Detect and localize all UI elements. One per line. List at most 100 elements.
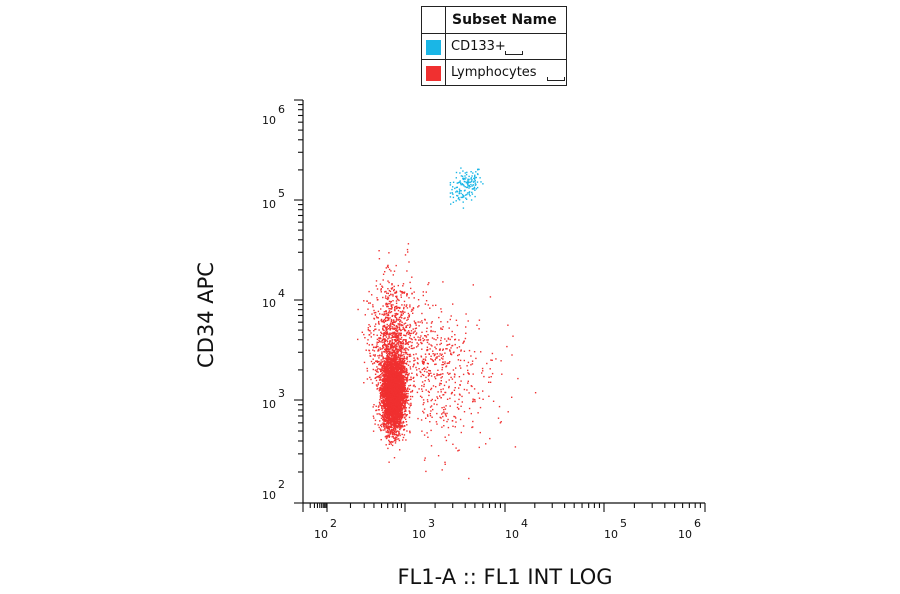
lymphocyte-event-point: [384, 368, 386, 370]
lymphocyte-event-point: [441, 407, 443, 409]
cd133-event-point: [473, 188, 475, 190]
lymphocyte-event-point: [380, 393, 382, 396]
lymphocyte-event-point: [386, 361, 388, 363]
lymphocyte-event-point: [453, 389, 456, 391]
lymphocyte-event-point: [392, 295, 394, 297]
lymphocyte-event-point: [444, 414, 447, 416]
lymphocyte-event-point: [480, 351, 482, 353]
lymphocyte-event-point: [421, 373, 424, 376]
lymphocyte-event-point: [397, 366, 399, 368]
lymphocyte-event-point: [436, 412, 438, 415]
lymphocyte-event-point: [381, 375, 383, 377]
lymphocyte-event-point: [391, 283, 393, 285]
lymphocyte-event-point: [400, 366, 402, 368]
lymphocyte-event-point: [420, 356, 423, 358]
lymphocyte-event-point: [380, 363, 382, 365]
cd133-event-point: [474, 184, 477, 186]
lymphocyte-event-point: [430, 405, 433, 407]
lymphocyte-event-point: [421, 312, 423, 315]
lymphocyte-event-point: [387, 430, 389, 432]
lymphocyte-event-point: [425, 389, 427, 391]
lymphocyte-event-point: [385, 431, 387, 433]
lymphocyte-event-point: [382, 395, 384, 397]
lymphocyte-event-point: [418, 368, 420, 370]
lymphocyte-event-point: [392, 413, 395, 415]
lymphocyte-event-point: [384, 291, 386, 293]
cd133-event-point: [471, 175, 473, 177]
lymphocyte-event-point: [387, 356, 390, 359]
lymphocyte-event-point: [396, 419, 399, 421]
lymphocyte-event-point: [427, 348, 429, 351]
lymphocyte-event-point: [423, 383, 425, 386]
lymphocyte-event-point: [399, 311, 402, 313]
lymphocyte-event-point: [387, 314, 390, 317]
lymphocyte-event-point: [435, 421, 438, 423]
lymphocyte-event-point: [388, 348, 390, 350]
lymphocyte-event-point: [382, 371, 385, 373]
lymphocyte-event-point: [410, 347, 413, 350]
lymphocyte-event-point: [404, 370, 406, 372]
lymphocyte-event-point: [397, 423, 399, 425]
lymphocyte-event-point: [490, 376, 492, 378]
lymphocyte-event-point: [454, 339, 456, 341]
lymphocyte-event-point: [416, 342, 418, 344]
lymphocyte-event-point: [363, 333, 365, 336]
lymphocyte-event-point: [434, 331, 436, 333]
lymphocyte-event-point: [405, 340, 407, 343]
lymphocyte-event-point: [397, 355, 400, 357]
lymphocyte-event-point: [411, 395, 414, 398]
lymphocyte-event-point: [428, 373, 430, 375]
lymphocyte-event-point: [441, 413, 443, 415]
lymphocyte-event-point: [392, 331, 394, 334]
lymphocyte-event-point: [385, 382, 387, 385]
lymphocyte-event-point: [472, 420, 474, 423]
lymphocyte-event-point: [387, 434, 389, 436]
lymphocyte-event-point: [398, 423, 401, 425]
lymphocyte-event-point: [419, 339, 422, 341]
lymphocyte-event-point: [475, 357, 477, 360]
lymphocyte-event-point: [368, 324, 370, 326]
cd133-event-point: [462, 177, 464, 179]
lymphocyte-event-point: [399, 341, 401, 343]
lymphocyte-event-point: [411, 341, 413, 344]
cd133-event-point: [471, 179, 473, 181]
lymphocyte-event-point: [431, 337, 434, 339]
lymphocyte-event-point: [495, 358, 497, 360]
lymphocyte-event-point: [377, 317, 379, 319]
cd133-event-point: [449, 192, 452, 194]
lymphocyte-event-point: [406, 399, 408, 402]
lymphocyte-event-point: [398, 318, 400, 320]
lymphocyte-event-point: [391, 419, 393, 422]
lymphocyte-event-point: [395, 300, 398, 302]
lymphocyte-event-point: [386, 292, 388, 294]
lymphocyte-event-point: [385, 444, 387, 446]
lymphocyte-event-point: [399, 356, 401, 359]
cd133-event-point: [474, 189, 476, 191]
lymphocyte-event-point: [377, 322, 380, 324]
cd133-event-point: [456, 182, 458, 184]
lymphocyte-event-point: [406, 360, 409, 363]
lymphocyte-event-point: [437, 374, 439, 376]
lymphocyte-event-point: [378, 323, 380, 325]
lymphocyte-event-point: [394, 315, 397, 317]
lymphocyte-event-point: [379, 348, 382, 351]
lymphocyte-event-point: [459, 365, 461, 367]
lymphocyte-event-point: [426, 414, 429, 416]
cd133-event-point: [475, 171, 477, 173]
lymphocyte-event-point: [391, 432, 394, 435]
lymphocyte-event-point: [386, 372, 388, 375]
lymphocyte-event-point: [442, 355, 444, 358]
lymphocyte-event-point: [381, 351, 383, 353]
cd133-event-point: [456, 186, 458, 188]
cd133-event-point: [460, 192, 462, 195]
lymphocyte-event-point: [393, 432, 396, 434]
lymphocyte-event-point: [491, 352, 494, 355]
lymphocyte-event-point: [397, 344, 399, 346]
cd133-event-point: [473, 177, 475, 180]
lymphocyte-event-point: [392, 293, 394, 296]
lymphocyte-event-point: [421, 368, 423, 371]
lymphocyte-event-point: [372, 430, 375, 432]
cd133-event-point: [468, 191, 471, 193]
lymphocyte-event-point: [454, 338, 457, 341]
lymphocyte-event-point: [374, 314, 377, 316]
